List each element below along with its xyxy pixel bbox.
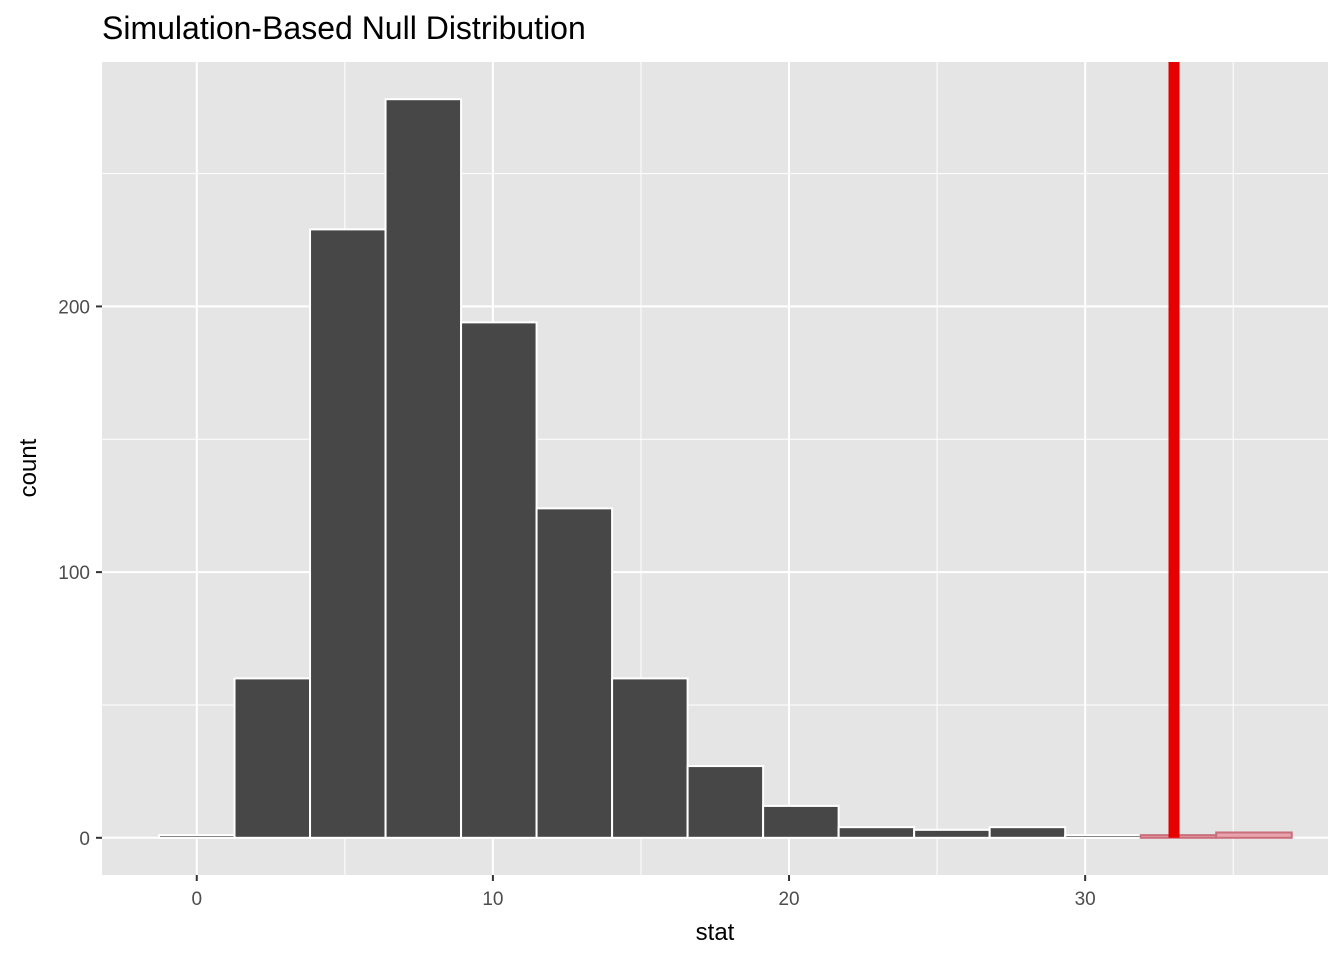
x-tick-label: 10 (482, 889, 503, 910)
y-tick-label: 200 (58, 297, 90, 318)
x-tick-label: 0 (191, 889, 202, 910)
histogram-bar (233, 677, 312, 839)
histogram-bar (913, 828, 991, 839)
x-axis: 0 10 20 30 (191, 875, 1096, 910)
histogram-bar (686, 765, 765, 839)
histogram-bar (158, 834, 236, 839)
histogram-bar (988, 826, 1067, 839)
x-tick-label: 20 (778, 889, 799, 910)
histogram-bar (611, 677, 689, 839)
histogram-bar (535, 507, 614, 839)
histogram-bar (309, 228, 387, 839)
histogram-bar (762, 804, 840, 839)
y-axis: 0 100 200 (58, 297, 102, 850)
y-tick-label: 100 (58, 563, 90, 584)
chart-title: Simulation-Based Null Distribution (102, 10, 586, 46)
histogram-bar (460, 321, 538, 839)
minor-grid (102, 62, 1328, 875)
histogram-bar (384, 98, 463, 839)
histogram-bar (1064, 834, 1142, 839)
histogram-bar (837, 826, 916, 839)
histogram-bars (158, 98, 1293, 839)
histogram-bar-shaded (1215, 831, 1293, 839)
x-axis-title: stat (696, 919, 735, 946)
x-tick-label: 30 (1075, 889, 1096, 910)
y-axis-title: count (15, 438, 42, 497)
y-tick-label: 0 (79, 829, 90, 850)
